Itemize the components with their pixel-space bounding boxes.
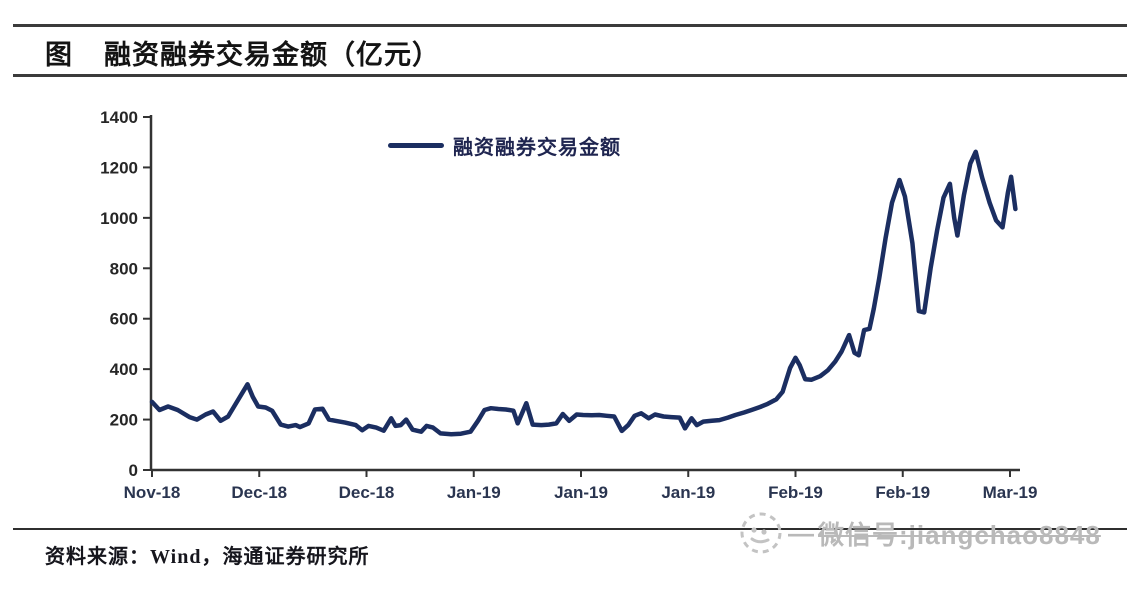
watermark-text: 微信号:jiangchao8848 (818, 519, 1101, 550)
y-axis-tick-label: 1000 (100, 209, 138, 228)
data-source-note: 资料来源：Wind，海通证券研究所 (45, 546, 370, 568)
x-axis-tick-label: Jan-19 (661, 483, 715, 502)
y-axis-tick-label: 600 (110, 310, 138, 329)
chart-legend: 融资融券交易金额 (388, 131, 621, 160)
figure-label: 图 (45, 40, 72, 70)
bottom-rule (13, 528, 1127, 530)
legend-series-label: 融资融券交易金额 (453, 137, 621, 159)
x-axis-tick-label: Dec-18 (231, 483, 287, 502)
x-axis-tick-label: Jan-19 (554, 483, 608, 502)
y-axis-tick-label: 1200 (100, 158, 138, 177)
series-line (149, 149, 1018, 437)
x-axis-tick-label: Jan-19 (447, 483, 501, 502)
x-axis-tick-label: Dec-18 (339, 483, 395, 502)
x-axis-tick-label: Nov-18 (124, 483, 181, 502)
x-axis-tick-label: Mar-19 (983, 483, 1038, 502)
watermark-dash: — (788, 517, 814, 548)
x-axis-tick-label: Feb-19 (768, 483, 823, 502)
y-axis-tick-label: 800 (110, 259, 138, 278)
watermark: — 微信号:jiangchao8848 (738, 510, 1101, 556)
x-axis-tick-label: Feb-19 (875, 483, 930, 502)
figure-title: 融资融券交易金额（亿元） (104, 40, 440, 70)
title-divider-rule (13, 74, 1127, 77)
wechat-face-icon (740, 512, 782, 554)
y-axis-tick-label: 400 (110, 360, 138, 379)
y-axis-tick-label: 1400 (100, 108, 138, 127)
top-rule (13, 24, 1127, 27)
figure-header: 图 融资融券交易金额（亿元） (45, 33, 440, 72)
y-axis-tick-label: 0 (129, 461, 138, 480)
y-axis-tick-label: 200 (110, 411, 138, 430)
legend-line-swatch (388, 143, 444, 148)
